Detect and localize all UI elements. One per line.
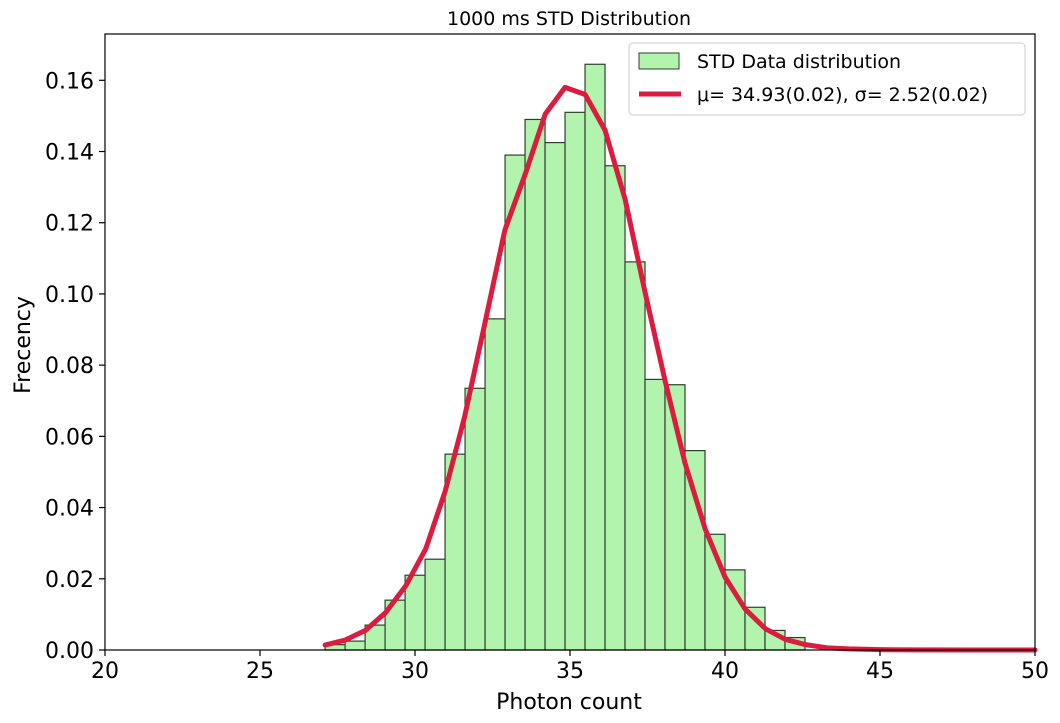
histogram-bar — [564, 111, 586, 651]
histogram-bar — [644, 378, 666, 651]
histogram-bar — [504, 154, 526, 651]
x-axis-label: Photon count — [496, 690, 642, 715]
gaussian-fit-line — [322, 84, 1038, 653]
histogram-bar — [464, 387, 486, 651]
histogram-bar — [604, 165, 626, 651]
x-tick-label: 25 — [246, 659, 274, 684]
histogram-bar — [524, 118, 546, 651]
histogram-bar — [624, 261, 646, 651]
y-tick-label: 0.08 — [45, 354, 94, 379]
histogram-bars — [324, 63, 806, 651]
legend-histogram-swatch — [638, 52, 680, 70]
histogram-bar — [544, 142, 566, 651]
y-tick-label: 0.10 — [45, 283, 94, 308]
histogram-bar — [424, 558, 446, 651]
histogram-bar — [344, 640, 366, 651]
x-tick-label: 40 — [711, 659, 739, 684]
x-tick-label: 45 — [866, 659, 894, 684]
y-tick-label: 0.00 — [45, 639, 94, 664]
y-tick-label: 0.06 — [45, 425, 94, 450]
y-axis-label: Frecency — [11, 296, 36, 394]
y-tick-label: 0.14 — [45, 141, 94, 166]
x-tick-label: 20 — [91, 659, 119, 684]
y-tick-label: 0.16 — [45, 69, 94, 94]
legend: STD Data distribution μ= 34.93(0.02), σ=… — [628, 42, 1026, 116]
legend-histogram-label: STD Data distribution — [697, 51, 901, 73]
x-tick-label: 35 — [556, 659, 584, 684]
x-axis-ticks: 20 25 30 35 40 45 50 — [91, 650, 1049, 684]
y-tick-label: 0.02 — [45, 568, 94, 593]
x-tick-label: 50 — [1021, 659, 1049, 684]
legend-fit-label: μ= 34.93(0.02), σ= 2.52(0.02) — [697, 84, 988, 106]
y-tick-label: 0.12 — [45, 212, 94, 237]
histogram-bar — [484, 318, 506, 651]
y-tick-label: 0.04 — [45, 497, 94, 522]
x-tick-label: 30 — [401, 659, 429, 684]
y-axis-ticks: 0.00 0.02 0.04 0.06 0.08 0.10 0.12 0.14 0.16 — [45, 69, 105, 664]
histogram-bar — [584, 63, 606, 651]
chart-title: 1000 ms STD Distribution — [447, 8, 691, 30]
legend-box — [628, 42, 1026, 116]
